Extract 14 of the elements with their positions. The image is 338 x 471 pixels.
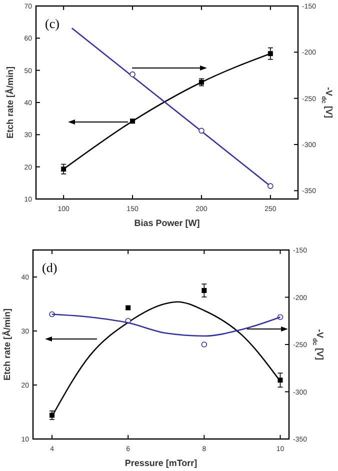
point bbox=[198, 128, 204, 134]
point bbox=[126, 305, 131, 310]
point bbox=[130, 71, 136, 78]
point bbox=[268, 183, 274, 189]
point bbox=[202, 288, 207, 293]
y-axis-title: Etch rate [Å/min] bbox=[2, 308, 12, 381]
x-axis-title: Bias Power [W] bbox=[134, 218, 200, 228]
x-axis-title: Pressure [mTorr] bbox=[124, 458, 198, 468]
y-axis-title: Etch rate [Å/min] bbox=[5, 66, 15, 139]
point bbox=[268, 51, 273, 56]
annotation: (d) bbox=[42, 260, 58, 275]
point bbox=[201, 342, 208, 348]
point bbox=[61, 166, 66, 172]
annotation: (c) bbox=[45, 16, 60, 31]
